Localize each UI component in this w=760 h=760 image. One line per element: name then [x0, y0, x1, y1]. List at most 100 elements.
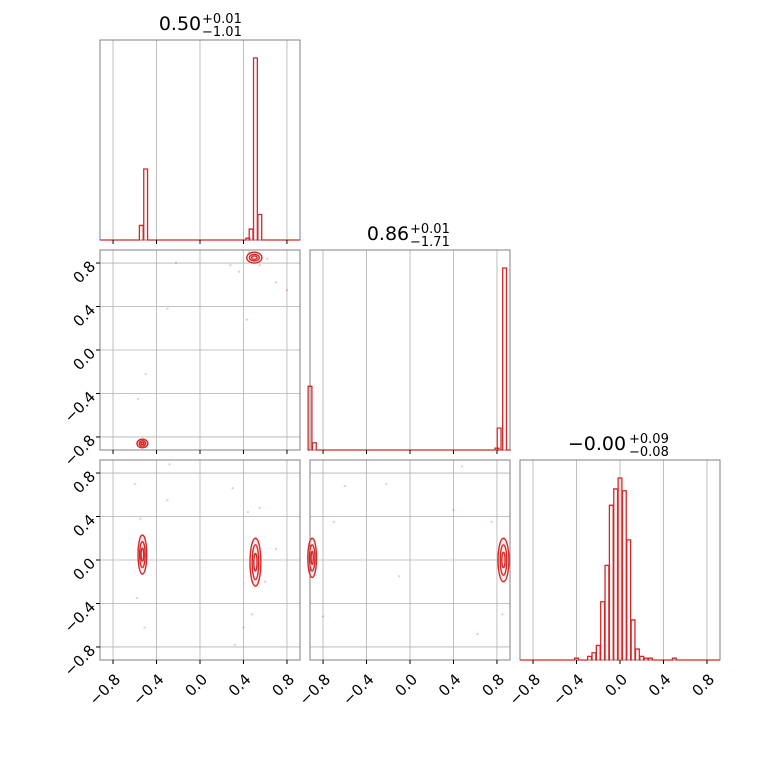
scatter-point — [264, 580, 267, 583]
contour-level — [501, 551, 506, 569]
tick-label-y: 0.4 — [69, 511, 99, 541]
scatter-point — [397, 575, 401, 578]
scatter-point — [133, 482, 136, 486]
scatter-point — [139, 517, 142, 520]
tick-label-x: −0.8 — [296, 670, 334, 708]
scatter-point — [501, 613, 504, 616]
contour-level — [249, 537, 262, 587]
contour-level — [140, 441, 145, 446]
scatter-point — [242, 626, 245, 629]
tick-label-x: −0.4 — [129, 670, 167, 708]
tick-label-x: 0.8 — [268, 670, 298, 700]
contour-level — [497, 537, 510, 583]
tick-label-x: 0.4 — [435, 670, 465, 700]
scatter-point — [245, 318, 248, 321]
scatter-point — [143, 626, 146, 629]
scatter-point — [332, 520, 336, 524]
title-2-value: −0.00 — [568, 433, 626, 455]
scatter-point — [321, 615, 325, 618]
title-param-0: 0.50 — [159, 13, 201, 35]
scatter-point — [490, 520, 493, 524]
scatter-point — [166, 307, 169, 310]
contour-level — [246, 251, 263, 264]
scatter-point — [233, 643, 236, 646]
tick-label-x: 0.8 — [688, 670, 718, 700]
scatter-point — [144, 372, 147, 376]
contour-level — [140, 547, 145, 562]
title-0-value: 0.50 — [159, 13, 201, 35]
scatter-point — [168, 463, 171, 466]
contour-level — [248, 253, 260, 262]
tick-label-y: 0.8 — [69, 467, 99, 497]
tick-label-x: −0.8 — [86, 670, 124, 708]
scatter-point — [231, 487, 234, 490]
histogram-line — [307, 267, 511, 451]
histogram-line — [520, 477, 720, 661]
tick-label-x: −0.4 — [549, 670, 587, 708]
scatter-point — [229, 264, 232, 267]
contour-level — [310, 550, 314, 566]
tick-label-x: 0.4 — [645, 670, 675, 700]
scatter-point — [274, 281, 278, 284]
tick-label-y: −0.8 — [61, 641, 99, 679]
tick-label-y: 0.4 — [69, 301, 99, 331]
tick-label-x: 0.0 — [601, 670, 631, 700]
tick-label-x: −0.4 — [339, 670, 377, 708]
scatter-point — [258, 264, 261, 267]
tick-label-x: 0.0 — [391, 670, 421, 700]
title-2-plus: +0.09 — [629, 432, 669, 447]
tick-label-y: 0.8 — [69, 257, 99, 287]
scatter-point — [476, 632, 479, 636]
title-1-value: 0.86 — [367, 223, 409, 245]
panel-2-0: −0.8−0.40.00.40.8−0.8 −0.4 0.0 0.4 0.8 — [61, 459, 301, 709]
scatter-point — [452, 508, 455, 512]
scatter-point — [460, 465, 464, 468]
scatter-point — [250, 613, 254, 616]
contour-level — [136, 438, 149, 449]
title-1-minus: −1.71 — [410, 235, 450, 250]
scatter-point — [266, 257, 269, 260]
scatter-point — [246, 510, 250, 514]
panels: −0.8−0.40.00.40.8−0.8−0.40.00.40.8−0.8 −0… — [61, 39, 721, 709]
tick-label-y: 0.0 — [69, 344, 99, 374]
scatter-point — [285, 289, 289, 292]
tick-label-y: 0.0 — [69, 554, 99, 584]
tick-label-x: 0.0 — [181, 670, 211, 700]
title-0-plus: +0.01 — [202, 12, 242, 27]
contour-level — [251, 544, 260, 581]
title-0-minus: −1.01 — [202, 25, 242, 40]
title-2-minus: −0.08 — [629, 445, 669, 460]
contour-level — [138, 540, 146, 569]
panel-1-1 — [307, 249, 511, 454]
tick-label-x: 0.4 — [225, 670, 255, 700]
tick-label-x: −0.8 — [506, 670, 544, 708]
tick-label-x: 0.8 — [478, 670, 508, 700]
panel-1-0: −0.8 −0.4 0.0 0.4 0.8 — [61, 249, 301, 470]
contour-level — [253, 552, 258, 572]
tick-label-y: −0.4 — [61, 388, 99, 426]
title-1-plus: +0.01 — [410, 222, 450, 237]
scatter-point — [343, 484, 346, 488]
contour-level — [499, 544, 508, 576]
scatter-point — [237, 270, 241, 273]
contour-level — [138, 440, 147, 447]
histogram-line — [100, 57, 300, 241]
tick-label-y: −0.8 — [61, 431, 99, 469]
tick-label-y: −0.4 — [61, 598, 99, 636]
contour-level — [137, 534, 148, 575]
panel-2-2: −0.8 −0.4 0.0 0.4 0.8 — [506, 459, 721, 709]
panel-0-0 — [99, 39, 301, 244]
scatter-point — [136, 397, 140, 401]
contour-level — [307, 537, 318, 579]
scatter-point — [258, 506, 261, 510]
contour-level — [308, 544, 316, 572]
scatter-point — [274, 547, 278, 551]
panel-2-1: −0.8 −0.4 0.0 0.4 0.8 — [296, 459, 511, 709]
scatter-point — [135, 596, 139, 600]
scatter-point — [384, 482, 388, 486]
scatter-point — [166, 499, 169, 502]
scatter-point — [174, 261, 178, 265]
contour-level — [250, 255, 258, 260]
title-param-1: 0.86 — [367, 223, 409, 245]
